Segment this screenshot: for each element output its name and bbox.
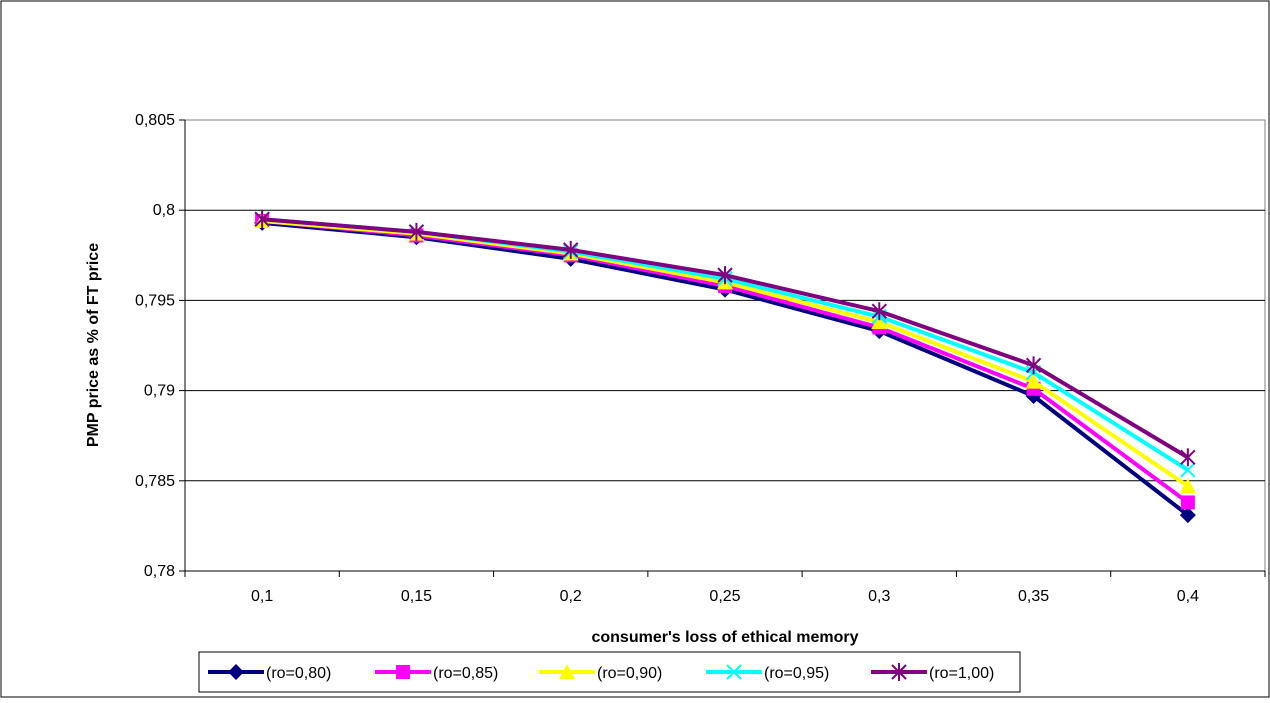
legend-label: (ro=0,80) (266, 665, 331, 682)
legend-item: (ro=0,80) (208, 664, 331, 682)
marker-square (396, 665, 410, 679)
marker-star (871, 302, 887, 321)
axes: 0,78 0,785 0,79 0,795 0,8 0,805 0,1 0,15 0,2 0,25… (135, 112, 1266, 605)
marker-x-stroke (1180, 462, 1196, 478)
marker-diamond (1179, 507, 1196, 524)
y-tick-label: 0,805 (135, 112, 175, 129)
y-tick-label: 0,78 (144, 563, 175, 580)
x-tick-label: 0,25 (709, 588, 740, 605)
marker-x-stroke (726, 664, 742, 680)
y-axis-title: PMP price as % of FT price (85, 243, 102, 447)
x-tick-label: 0,4 (1177, 588, 1199, 605)
y-tick-label: 0,79 (144, 383, 175, 400)
marker-star (254, 210, 270, 229)
legend: (ro=0,80) (ro=0,85) (ro=0,90) (ro=0,95) (ro=… (198, 651, 1021, 693)
x-tick-label: 0,2 (560, 588, 582, 605)
legend-label: (ro=1,00) (929, 665, 994, 682)
marker-diamond (228, 664, 244, 680)
x-axis-title: consumer's loss of ethical memory (591, 629, 858, 646)
x-tick-label: 0,15 (401, 588, 432, 605)
plot-area (184, 119, 1266, 572)
y-tick-label: 0,8 (153, 202, 175, 219)
x-tick-label: 0,35 (1018, 588, 1049, 605)
legend-item: (ro=0,90) (539, 664, 662, 682)
marker-star (408, 222, 425, 241)
x-tick-label: 0,1 (251, 588, 273, 605)
legend-item: (ro=1,00) (871, 663, 994, 682)
legend-label: (ro=0,85) (433, 665, 498, 682)
legend-item: (ro=0,85) (375, 665, 498, 682)
marker-triangle (559, 664, 575, 679)
marker-triangle (871, 314, 888, 330)
series-lines (254, 210, 1196, 524)
legend-item: (ro=0,95) (706, 664, 829, 682)
marker-triangle (1179, 478, 1196, 494)
marker-star (1180, 448, 1196, 467)
marker-x (1180, 462, 1196, 478)
marker-triangle (1025, 373, 1042, 389)
y-tick-label: 0,795 (135, 292, 175, 309)
marker-star (563, 240, 579, 259)
x-tick-label: 0,3 (868, 588, 890, 605)
marker-x (726, 664, 742, 680)
marker-star (717, 266, 733, 285)
marker-star (1025, 356, 1042, 375)
series-5 (254, 210, 1196, 467)
legend-label: (ro=0,95) (764, 665, 829, 682)
marker-star (891, 663, 907, 681)
marker-square (1180, 495, 1195, 510)
legend-label: (ro=0,90) (597, 665, 662, 682)
gridlines (185, 209, 1265, 482)
y-tick-label: 0,785 (135, 473, 175, 490)
